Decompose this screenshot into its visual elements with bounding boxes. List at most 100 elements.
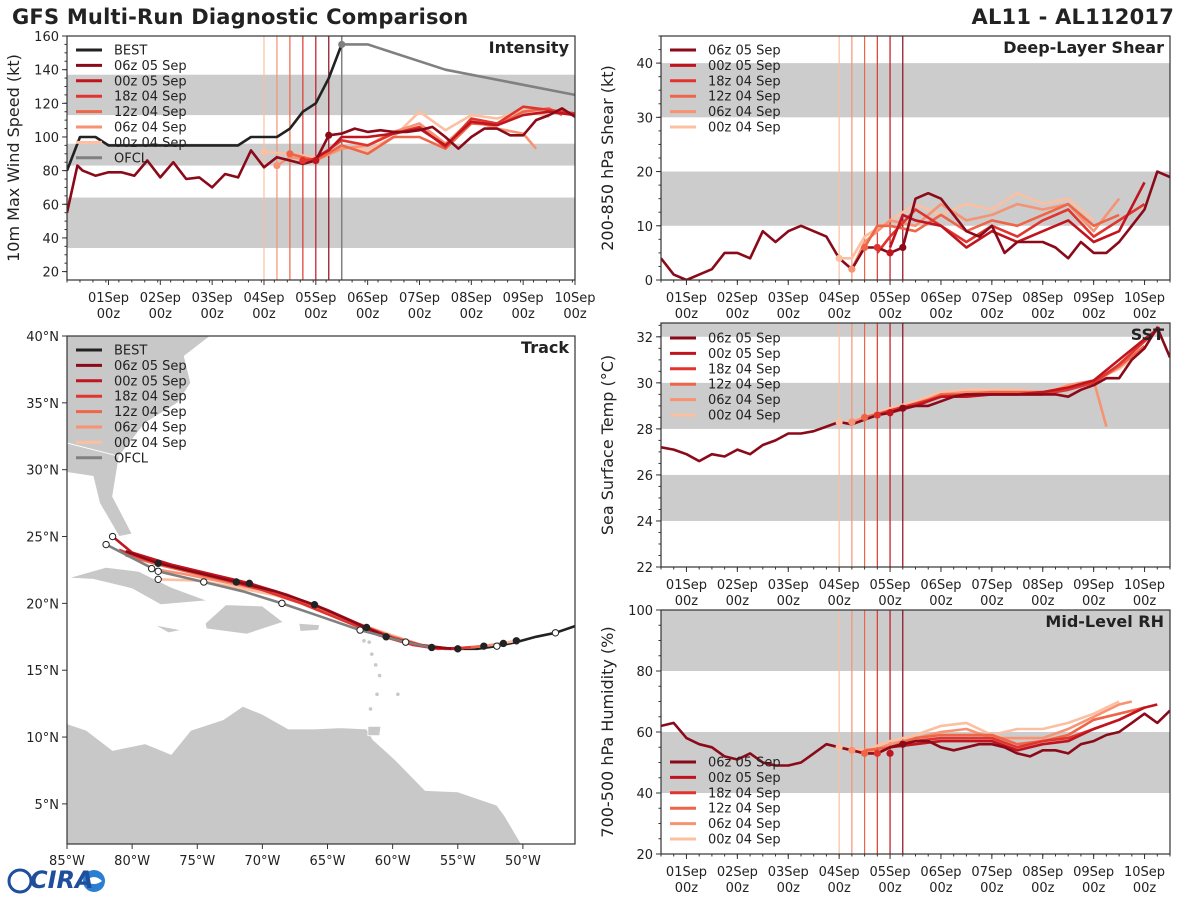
panel-sst: 22242628303201Sep00z02Sep00z03Sep00z04Se… bbox=[598, 322, 1171, 609]
legend-entry: 06z 04 Sep bbox=[708, 105, 781, 120]
legend-entry: 12z 04 Sep bbox=[114, 105, 187, 120]
shear-panel-label: Deep-Layer Shear bbox=[1003, 38, 1164, 57]
legend-entry: 00z 05 Sep bbox=[708, 59, 781, 74]
x-tick-day: 09Sep bbox=[1073, 578, 1114, 593]
legend-entry: 18z 04 Sep bbox=[708, 74, 781, 89]
x-tick-day: 02Sep bbox=[717, 291, 758, 306]
legend-entry: 18z 04 Sep bbox=[708, 786, 781, 801]
x-tick-day: 10Sep bbox=[1124, 865, 1165, 880]
x-tick-day: 05Sep bbox=[295, 291, 336, 306]
legend-entry: 06z 04 Sep bbox=[114, 421, 187, 436]
rh-line-00z-04-sep bbox=[838, 700, 1120, 752]
x-tick-hour: 00z bbox=[1082, 594, 1106, 609]
y-tick-label: 26 bbox=[636, 469, 653, 484]
island bbox=[368, 707, 373, 711]
track-point-ofcl bbox=[102, 540, 110, 549]
x-tick-hour: 00z bbox=[929, 594, 953, 609]
y-tick-label: 160 bbox=[34, 30, 59, 45]
y-tick-label: 80 bbox=[42, 165, 59, 180]
rh-ylabel: 700-500 hPa Humidity (%) bbox=[598, 626, 617, 837]
x-tick-day: 10Sep bbox=[554, 291, 595, 306]
legend-entry: BEST bbox=[114, 44, 147, 59]
shaded-band bbox=[661, 474, 1170, 521]
intensity-panel-label: Intensity bbox=[489, 38, 570, 57]
x-tick-day: 02Sep bbox=[140, 291, 181, 306]
legend-entry: 00z 04 Sep bbox=[114, 136, 187, 151]
track-point-ofcl bbox=[356, 626, 364, 634]
lon-tick-label: 55°W bbox=[440, 854, 476, 869]
x-tick-hour: 00z bbox=[777, 594, 801, 609]
sst-init-marker bbox=[899, 404, 907, 412]
x-tick-day: 05Sep bbox=[870, 865, 911, 880]
rh-init-marker bbox=[899, 740, 907, 748]
legend-entry: 00z 04 Sep bbox=[708, 409, 781, 424]
intensity-line-00z-05-sep bbox=[315, 110, 575, 159]
legend-entry: 06z 05 Sep bbox=[114, 359, 187, 374]
x-tick-day: 03Sep bbox=[768, 578, 809, 593]
legend-entry: 00z 05 Sep bbox=[708, 771, 781, 786]
legend-entry: 00z 05 Sep bbox=[708, 347, 781, 362]
x-tick-hour: 00z bbox=[1082, 881, 1106, 896]
y-tick-label: 20 bbox=[636, 848, 653, 863]
shaded-band bbox=[661, 63, 1170, 118]
shaded-band bbox=[661, 610, 1170, 671]
x-tick-hour: 00z bbox=[1133, 307, 1157, 322]
rh-init-marker bbox=[873, 749, 881, 757]
x-tick-hour: 00z bbox=[878, 307, 902, 322]
x-tick-day: 04Sep bbox=[819, 578, 860, 593]
rh-init-marker bbox=[848, 746, 856, 754]
intensity-plot-area bbox=[67, 36, 575, 280]
shear-init-marker bbox=[848, 265, 856, 273]
track-point-12z-04-sep bbox=[480, 642, 488, 650]
x-tick-day: 07Sep bbox=[971, 291, 1012, 306]
x-tick-hour: 00z bbox=[1031, 594, 1055, 609]
rh-init-marker bbox=[835, 743, 843, 751]
x-tick-day: 06Sep bbox=[347, 291, 388, 306]
legend-entry: 00z 05 Sep bbox=[114, 74, 187, 89]
shear-plot-area bbox=[661, 36, 1170, 280]
track-point-06z-05-sep bbox=[154, 559, 162, 567]
legend-entry: 00z 04 Sep bbox=[708, 833, 781, 848]
island bbox=[367, 640, 371, 644]
sst-ylabel: Sea Surface Temp (°C) bbox=[598, 355, 617, 535]
intensity-frame bbox=[66, 35, 576, 281]
x-tick-hour: 00z bbox=[980, 594, 1004, 609]
rh-plot-area bbox=[661, 610, 1170, 854]
x-tick-day: 09Sep bbox=[1073, 291, 1114, 306]
legend-entry: 00z 04 Sep bbox=[114, 436, 187, 451]
x-tick-hour: 00z bbox=[827, 881, 851, 896]
island bbox=[375, 692, 379, 697]
rh-line-12z-04-sep bbox=[864, 706, 1145, 752]
x-tick-hour: 00z bbox=[827, 307, 851, 322]
track-point-00z-05-sep bbox=[245, 579, 254, 588]
shear-line-00z-04-sep bbox=[839, 191, 1095, 260]
y-tick-label: 140 bbox=[34, 64, 59, 79]
x-tick-hour: 00z bbox=[726, 881, 750, 896]
track-point-06z-04-sep bbox=[147, 564, 156, 573]
x-tick-hour: 00z bbox=[252, 307, 276, 322]
land-mass bbox=[154, 624, 182, 634]
rh-init-marker bbox=[861, 749, 869, 757]
legend-entry: 06z 05 Sep bbox=[114, 59, 187, 74]
x-tick-day: 01Sep bbox=[88, 291, 129, 306]
x-tick-hour: 00z bbox=[929, 307, 953, 322]
legend-entry: OFCL bbox=[114, 451, 149, 466]
x-tick-hour: 00z bbox=[675, 881, 699, 896]
track-map-area bbox=[67, 336, 575, 844]
x-tick-day: 06Sep bbox=[920, 291, 961, 306]
track-point-06z-04-sep bbox=[499, 639, 508, 648]
y-tick-label: 24 bbox=[636, 515, 653, 530]
x-tick-day: 08Sep bbox=[451, 291, 492, 306]
panel-rh: 2040608010001Sep00z02Sep00z03Sep00z04Sep… bbox=[598, 604, 1171, 896]
intensity-init-marker bbox=[312, 156, 320, 165]
x-tick-day: 06Sep bbox=[920, 578, 961, 593]
rh-panel-label: Mid-Level RH bbox=[1045, 612, 1164, 631]
cira-logo-text: CIRA bbox=[30, 866, 94, 894]
intensity-line-best bbox=[67, 43, 343, 172]
lat-tick-label: 25°N bbox=[26, 531, 59, 546]
x-tick-hour: 00z bbox=[304, 307, 328, 322]
track-point-00z-05-sep bbox=[362, 623, 371, 632]
panel-intensity: 2040608010012014016001Sep00z02Sep00z03Se… bbox=[4, 30, 596, 322]
track-point-00z-04-sep bbox=[512, 637, 521, 645]
x-tick-hour: 00z bbox=[1133, 881, 1157, 896]
